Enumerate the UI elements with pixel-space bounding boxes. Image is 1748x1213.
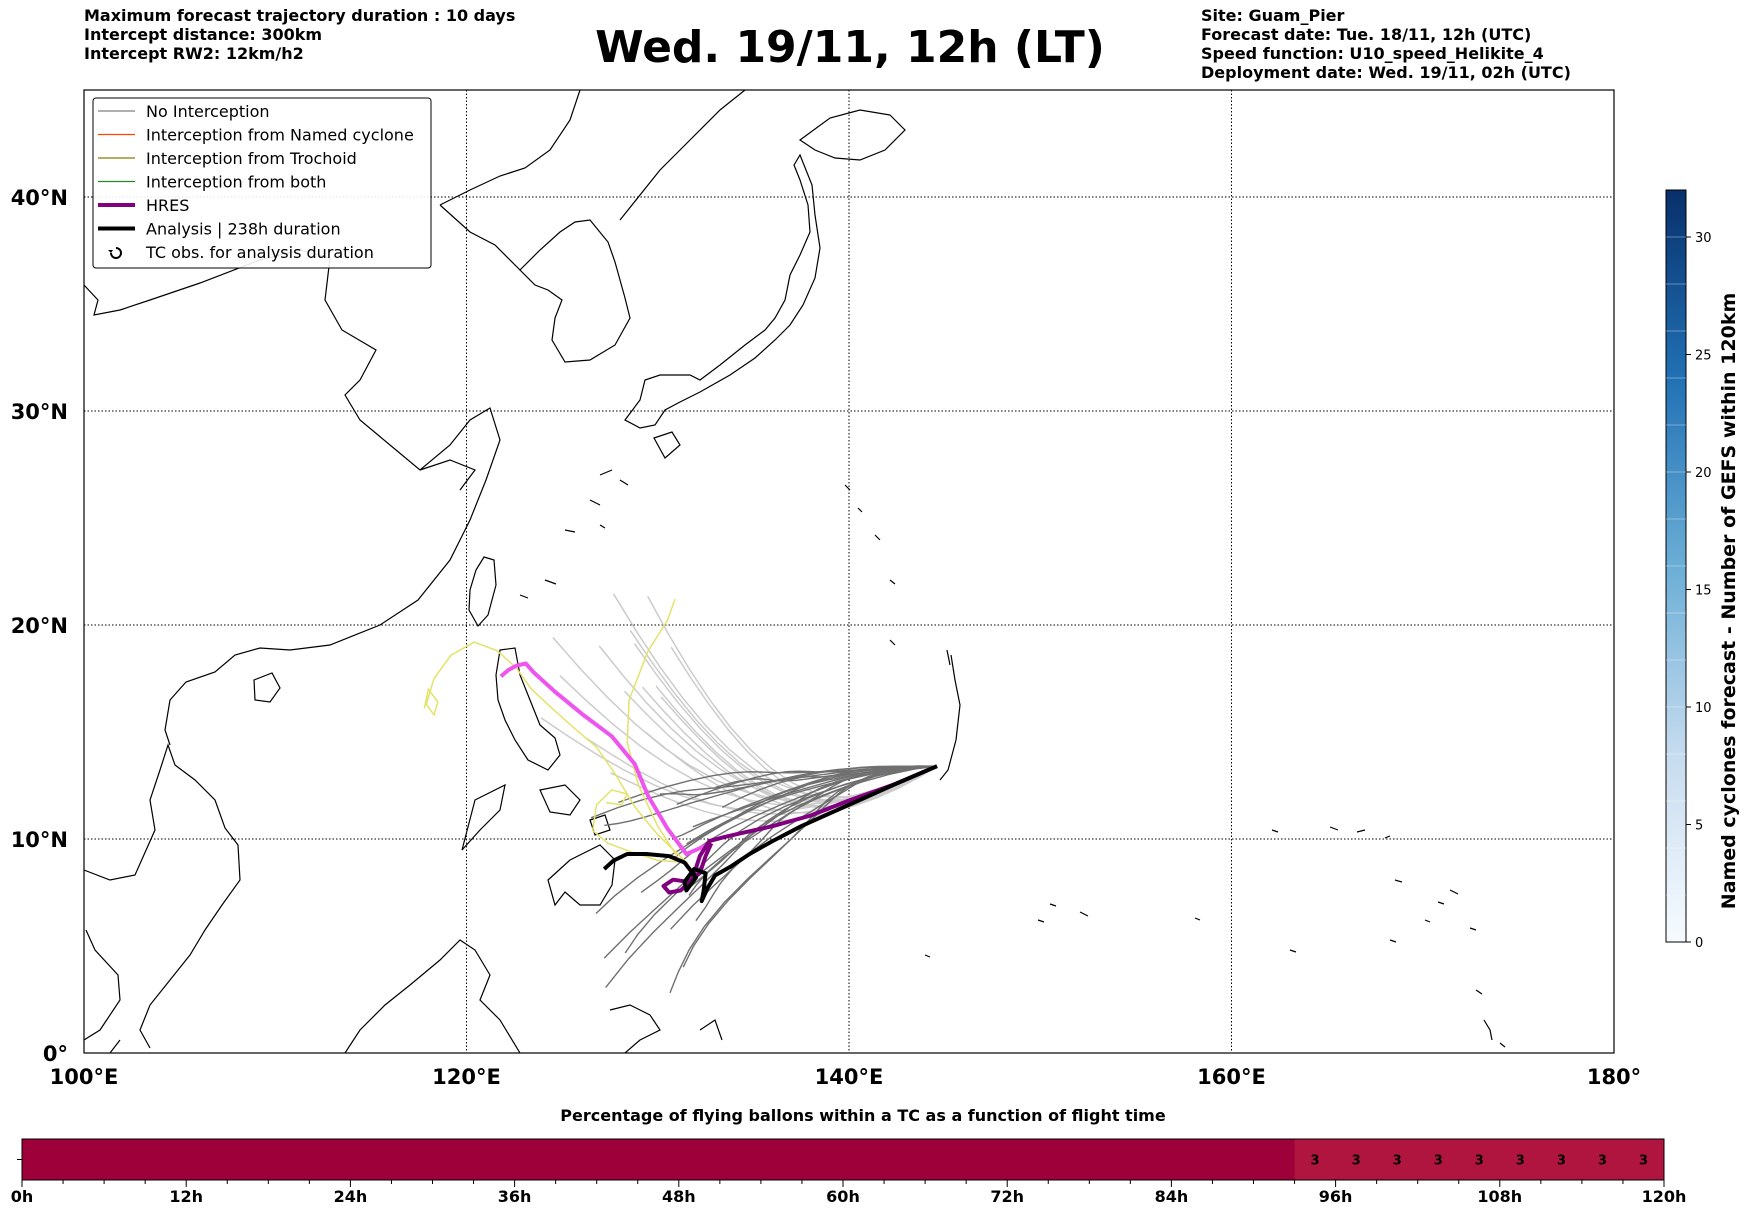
legend-label: Analysis | 238h duration: [146, 220, 341, 239]
site-info: Site: Guam_Pier Forecast date: Tue. 18/1…: [1201, 6, 1571, 82]
flight-time-value: 3: [1434, 1154, 1443, 1169]
legend-label: TC obs. for analysis duration: [145, 243, 374, 262]
flight-time-title: Percentage of flying ballons within a TC…: [560, 1106, 1166, 1125]
flight-time-value: 3: [1393, 1154, 1402, 1169]
coastline-sulawesi: [609, 1004, 723, 1053]
trajectories: [423, 593, 938, 994]
legend-label: HRES: [146, 196, 189, 215]
map-legend: No Interception Interception from Named c…: [92, 97, 432, 269]
lon-tick-label: 160°E: [1197, 1065, 1266, 1089]
coastline-asia-mainland: [84, 249, 501, 1053]
lon-tick-label: 100°E: [50, 1065, 119, 1089]
deployment-date-text: Deployment date: Wed. 19/11, 02h (UTC): [1201, 63, 1571, 82]
coastline-ryukyu: [519, 469, 896, 646]
intercept-distance-text: Intercept distance: 300km: [84, 25, 323, 44]
flight-time-tick-label: 24h: [334, 1187, 368, 1206]
flight-time-tick-label: 72h: [990, 1187, 1024, 1206]
colorbar-label: Named cyclones forecast - Number of GEFS…: [1718, 293, 1740, 910]
analysis-track: [602, 764, 938, 904]
flight-time-tick-label: 48h: [662, 1187, 696, 1206]
colorbar-tick-label: 15: [1695, 584, 1712, 599]
lat-tick-label: 20°N: [11, 614, 68, 638]
trochoid-track: [423, 641, 686, 861]
legend-label: Interception from both: [146, 173, 326, 192]
ensemble-track: [624, 765, 938, 954]
lat-tick-label: 30°N: [11, 400, 68, 424]
ensemble-track: [640, 765, 938, 893]
ensemble-track: [618, 765, 938, 804]
flight-time-value-zone: [1294, 1139, 1664, 1180]
coastlines: [84, 90, 1506, 1053]
coastline-russia: [619, 90, 746, 221]
colorbar-tick-label: 5: [1695, 819, 1703, 834]
hres-forecast-track: [499, 661, 713, 856]
flight-time-tick-label: 36h: [498, 1187, 532, 1206]
ensemble-track-light: [641, 686, 938, 807]
colorbar-gradient: [1665, 189, 1687, 943]
run-parameters: Maximum forecast trajectory duration : 1…: [84, 6, 515, 63]
legend-label: Interception from Trochoid: [146, 149, 357, 168]
lon-tick-label: 120°E: [432, 1065, 501, 1089]
coastline-hainan: [253, 672, 281, 703]
forecast-date-text: Forecast date: Tue. 18/11, 12h (UTC): [1201, 25, 1532, 44]
flight-time-value: 3: [1352, 1154, 1361, 1169]
coastline-north-china: [439, 90, 581, 271]
flight-time-tick-label: 0h: [11, 1187, 34, 1206]
lon-tick-label: 140°E: [815, 1065, 884, 1089]
colorbar-tick-label: 30: [1695, 231, 1712, 246]
coastline-taiwan: [468, 556, 497, 628]
coastline-korea: [519, 219, 631, 363]
coastline-borneo: [344, 939, 521, 1053]
lat-tick-label: 10°N: [11, 828, 68, 852]
colorbar-tick-label: 0: [1695, 936, 1703, 951]
flight-time-value: 3: [1557, 1154, 1566, 1169]
lon-tick-label: 180°: [1587, 1065, 1641, 1089]
flight-time-tick-label: 96h: [1319, 1187, 1353, 1206]
map-grid: [84, 90, 1614, 1053]
colorbar-tick-label: 10: [1695, 701, 1712, 716]
flight-time-tick-label: 108h: [1477, 1187, 1522, 1206]
speed-function-text: Speed function: U10_speed_Helikite_4: [1201, 44, 1544, 63]
flight-time-bar: Percentage of flying ballons within a TC…: [11, 1106, 1687, 1206]
legend-label: No Interception: [146, 102, 270, 121]
flight-time-tick-label: 12h: [169, 1187, 203, 1206]
coastline-japan: [624, 109, 906, 459]
flight-time-value: 3: [1475, 1154, 1484, 1169]
legend-box: [92, 97, 432, 269]
ensemble-track: [670, 765, 938, 930]
flight-time-value: 3: [1311, 1154, 1320, 1169]
lon-tick-labels: 100°E 120°E 140°E 160°E 180°: [50, 1065, 1642, 1089]
page-title: Wed. 19/11, 12h (LT): [595, 22, 1105, 73]
flight-time-value: 3: [1516, 1154, 1525, 1169]
colorbar: 0 5 10 15 20 25 30 Named cyclones forecast - Nu…: [1665, 189, 1740, 951]
lat-tick-label: 40°N: [11, 186, 68, 210]
flight-time-value: 3: [1598, 1154, 1607, 1169]
colorbar-tick-label: 20: [1695, 466, 1712, 481]
flight-time-tick-label: 120h: [1642, 1187, 1687, 1206]
legend-label: Interception from Named cyclone: [146, 126, 414, 145]
trochoid-track: [626, 599, 678, 857]
coastline-marianas: [939, 649, 961, 781]
coastline-micronesia: [924, 826, 1506, 1048]
cyclone-icon: [108, 247, 122, 259]
ensemble-track: [595, 765, 938, 915]
site-text: Site: Guam_Pier: [1201, 6, 1345, 25]
intercept-rw2-text: Intercept RW2: 12km/h2: [84, 44, 304, 63]
lat-tick-labels: 0° 10°N 20°N 30°N 40°N: [11, 186, 68, 1066]
trochoid-track: [591, 788, 689, 864]
flight-time-tick-label: 60h: [826, 1187, 860, 1206]
map-frame: [83, 89, 1615, 1054]
ensemble-track: [659, 765, 937, 796]
flight-time-value: 3: [1639, 1154, 1648, 1169]
colorbar-tick-label: 25: [1695, 349, 1712, 364]
coastline-mindanao: [547, 844, 616, 907]
max-duration-text: Maximum forecast trajectory duration : 1…: [84, 6, 516, 25]
lat-tick-label: 0°: [43, 1042, 68, 1066]
coastline-luzon: [495, 647, 561, 771]
flight-time-tick-label: 84h: [1155, 1187, 1189, 1206]
